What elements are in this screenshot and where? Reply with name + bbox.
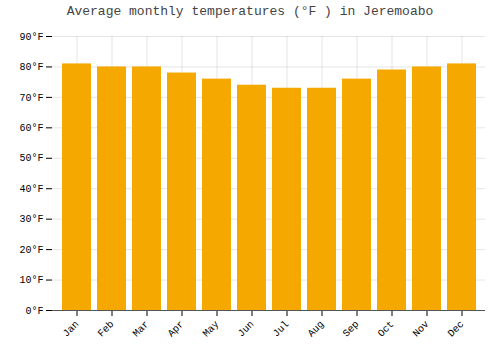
svg-text:60°F: 60°F: [19, 123, 43, 134]
svg-text:Dec: Dec: [446, 319, 467, 340]
svg-text:Mar: Mar: [131, 319, 152, 340]
svg-text:Jun: Jun: [236, 319, 257, 340]
svg-text:20°F: 20°F: [19, 245, 43, 256]
svg-text:May: May: [201, 319, 222, 340]
svg-text:Jul: Jul: [271, 319, 292, 340]
svg-text:70°F: 70°F: [19, 93, 43, 104]
svg-text:Sep: Sep: [341, 319, 362, 340]
svg-text:Aug: Aug: [306, 319, 327, 340]
svg-text:Nov: Nov: [411, 319, 432, 340]
svg-text:50°F: 50°F: [19, 153, 43, 164]
svg-text:Feb: Feb: [96, 319, 117, 340]
svg-text:80°F: 80°F: [19, 62, 43, 73]
svg-text:Jan: Jan: [61, 319, 82, 340]
svg-text:30°F: 30°F: [19, 214, 43, 225]
html-text:Average monthly temperatures (: Average monthly temperatures (°F ) in Je…: [66, 4, 434, 19]
svg-text:40°F: 40°F: [19, 184, 43, 195]
svg-text:10°F: 10°F: [19, 275, 43, 286]
svg-text:0°F: 0°F: [25, 306, 43, 317]
svg-text:Oct: Oct: [376, 319, 397, 340]
svg-text:90°F: 90°F: [19, 32, 43, 43]
svg-text:Apr: Apr: [166, 319, 187, 340]
